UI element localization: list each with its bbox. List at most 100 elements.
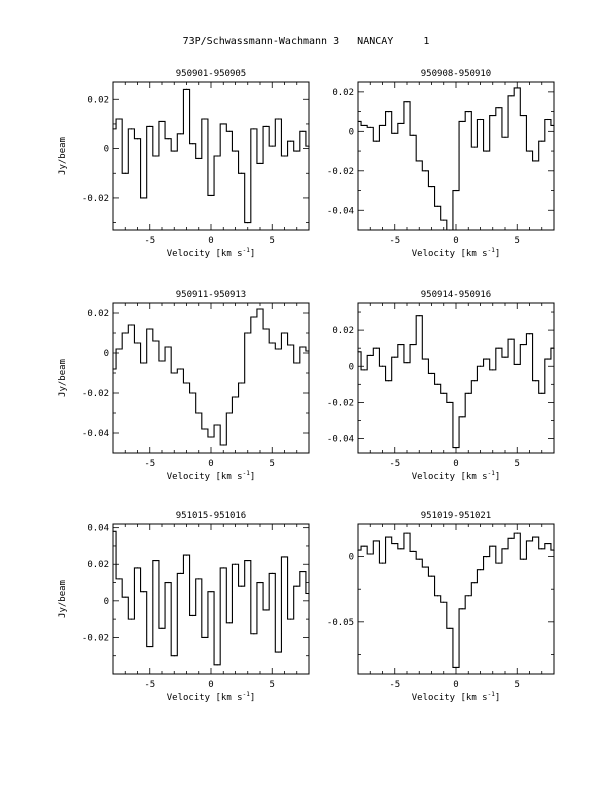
x-tick-label: 0 [208, 236, 213, 246]
spectrum-point [412, 134, 414, 136]
chart-panel: -5 0 5 0.02 0 -0.02 -0.04 950914-950916 Velocity… [327, 290, 555, 482]
y-tick-label: 0 [349, 362, 354, 372]
spectrum-point [241, 382, 243, 384]
spectrum-point [136, 567, 139, 569]
spectrum-point [381, 562, 384, 564]
spectrum-point [388, 536, 390, 538]
x-tick-label: 5 [515, 680, 520, 690]
x-axis-label-exponent: -1 [243, 470, 251, 477]
spectrum-point [302, 130, 304, 132]
chart-panel: -5 0 5 0.02 0 -0.02 -0.04 950911-950913 Velocity… [58, 290, 310, 482]
spectrum-point [136, 342, 139, 344]
panel-title: 951019-951021 [421, 511, 491, 521]
x-axis-label-text: Velocity [km s [167, 693, 243, 703]
spectrum-point [437, 205, 439, 207]
spectrum-point [173, 150, 175, 152]
spectrum-point [357, 120, 359, 123]
spectrum-point [112, 128, 114, 130]
spectrum-point [381, 365, 384, 367]
x-tick-label: -5 [389, 459, 400, 469]
spectrum-point [535, 536, 537, 538]
spectrum-point [479, 365, 482, 367]
spectrum-point [296, 585, 298, 587]
spectrum-point [198, 157, 200, 160]
spectrum-point [118, 578, 120, 580]
y-axis-label: Jy/beam [58, 137, 68, 175]
chart-panel: -5 0 5 0.02 0 -0.02 950901-950905 Velocity [km … [58, 69, 310, 259]
x-axis-label-text: Velocity [km s [167, 249, 243, 259]
spectrum-point [479, 118, 482, 121]
x-axis-label: Velocity [km s-1] [167, 247, 256, 259]
spectrum-point [473, 582, 475, 584]
spectrum-point [461, 416, 463, 418]
spectrum-point [357, 351, 359, 353]
spectrum-point [455, 189, 457, 192]
spectrum-point [528, 150, 531, 152]
spectrum-point [228, 622, 230, 624]
x-axis-label-exponent: -1 [243, 247, 251, 254]
y-tick-label: -0.04 [327, 206, 354, 216]
spectrum-point [473, 380, 475, 382]
spectrum-point [222, 444, 224, 446]
x-axis-label-exponent: -1 [488, 247, 496, 254]
spectrum-point [443, 601, 445, 603]
spectrum-point [271, 572, 273, 574]
panel-title: 950901-950905 [176, 69, 246, 79]
spectrum-point [192, 614, 194, 617]
spectrum-point [443, 219, 445, 221]
x-tick-label: 5 [270, 680, 275, 690]
spectrum-point [234, 150, 237, 152]
spectrum-point [185, 554, 188, 556]
spectrum-point [198, 412, 200, 414]
spectrum-point [259, 162, 261, 164]
y-tick-label: -0.02 [82, 633, 109, 643]
y-tick-label: -0.02 [327, 167, 354, 177]
spectrum-point [173, 655, 175, 657]
spectrum-point [290, 344, 292, 346]
x-axis-label-bracket: ] [250, 693, 255, 703]
spectrum-line [358, 87, 554, 231]
spectrum-point [424, 358, 426, 360]
spectrum-point [461, 608, 463, 610]
spectrum-point [143, 591, 145, 593]
spectrum-point [155, 155, 157, 157]
spectrum-point [498, 347, 500, 349]
spectrum-point [424, 566, 426, 568]
spectrum-point [124, 596, 126, 598]
spectrum-point [430, 185, 433, 188]
spectrum-point [118, 118, 120, 120]
spectrum-point [394, 132, 396, 134]
spectrum-point [516, 363, 518, 366]
spectrum-point [130, 128, 132, 130]
spectrum-point [271, 145, 273, 147]
x-axis-label-text: Velocity [km s [412, 693, 488, 703]
spectrum-point [192, 143, 194, 145]
y-tick-label: 0 [104, 597, 109, 607]
spectrum-point [363, 369, 365, 371]
spectrum-point [455, 446, 457, 449]
y-tick-label: 0.02 [332, 326, 354, 336]
spectrum-point [216, 155, 218, 157]
plot-frame [112, 302, 310, 454]
spectrum-point [173, 372, 175, 374]
spectrum-point [363, 124, 365, 127]
x-tick-label: 0 [453, 680, 458, 690]
spectrum-point [130, 324, 132, 326]
spectrum-point [204, 428, 206, 430]
y-tick-label: 0.04 [87, 524, 109, 534]
spectrum-point [124, 332, 126, 334]
spectrum-point [381, 124, 384, 127]
spectrum-point [510, 338, 512, 340]
spectrum-point [516, 532, 518, 534]
spectrum-point [302, 570, 304, 573]
spectrum-point [492, 114, 494, 117]
spectrum-point [375, 347, 377, 349]
plot-frame [357, 302, 555, 454]
spectrum-point [437, 595, 439, 597]
spectrum-point [241, 172, 243, 174]
spectrum-point [210, 436, 212, 438]
spectrum-point [253, 128, 255, 130]
spectrum-point [167, 346, 169, 348]
spectrum-point [161, 360, 163, 362]
